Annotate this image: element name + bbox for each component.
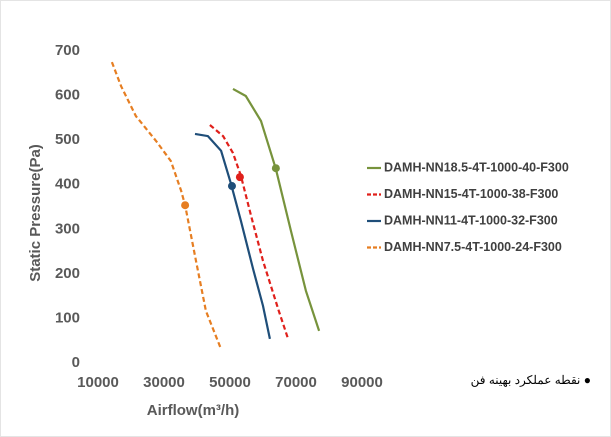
series-line <box>209 124 290 340</box>
optimum-point <box>271 164 280 173</box>
series-line <box>194 132 271 340</box>
optimum-point <box>181 201 190 210</box>
x-tick-label: 50000 <box>209 374 251 391</box>
series-line <box>110 61 223 350</box>
x-tick-label: 90000 <box>341 374 383 391</box>
y-tick-label: 0 <box>72 354 80 371</box>
y-tick-label: 400 <box>55 176 80 193</box>
y-tick-label: 300 <box>55 220 80 237</box>
legend-label: DAMH-NN11-4T-1000-32-F300 <box>384 213 558 227</box>
optimum-point <box>227 182 236 191</box>
y-tick-label: 700 <box>55 42 80 59</box>
legend-label: DAMH-NN15-4T-1000-38-F300 <box>384 187 558 201</box>
series-line <box>232 87 321 332</box>
y-axis-title: Static Pressure(Pa) <box>27 144 44 282</box>
y-tick-label: 100 <box>55 309 80 326</box>
y-tick-label: 200 <box>55 265 80 282</box>
legend-label: DAMH-NN7.5-4T-1000-24-F300 <box>384 240 562 254</box>
footnote-text: نقطه عملکرد بهینه فن <box>470 373 581 387</box>
y-tick-label: 600 <box>55 87 80 104</box>
x-tick-label: 30000 <box>143 374 185 391</box>
x-tick-label: 10000 <box>77 374 119 391</box>
x-axis-title: Airflow(m³/h) <box>147 402 239 419</box>
footnote: ● نقطه عملکرد بهینه فن <box>470 373 591 387</box>
x-tick-label: 70000 <box>275 374 317 391</box>
y-tick-label: 500 <box>55 131 80 148</box>
optimum-point <box>235 173 244 182</box>
legend-label: DAMH-NN18.5-4T-1000-40-F300 <box>384 160 569 174</box>
